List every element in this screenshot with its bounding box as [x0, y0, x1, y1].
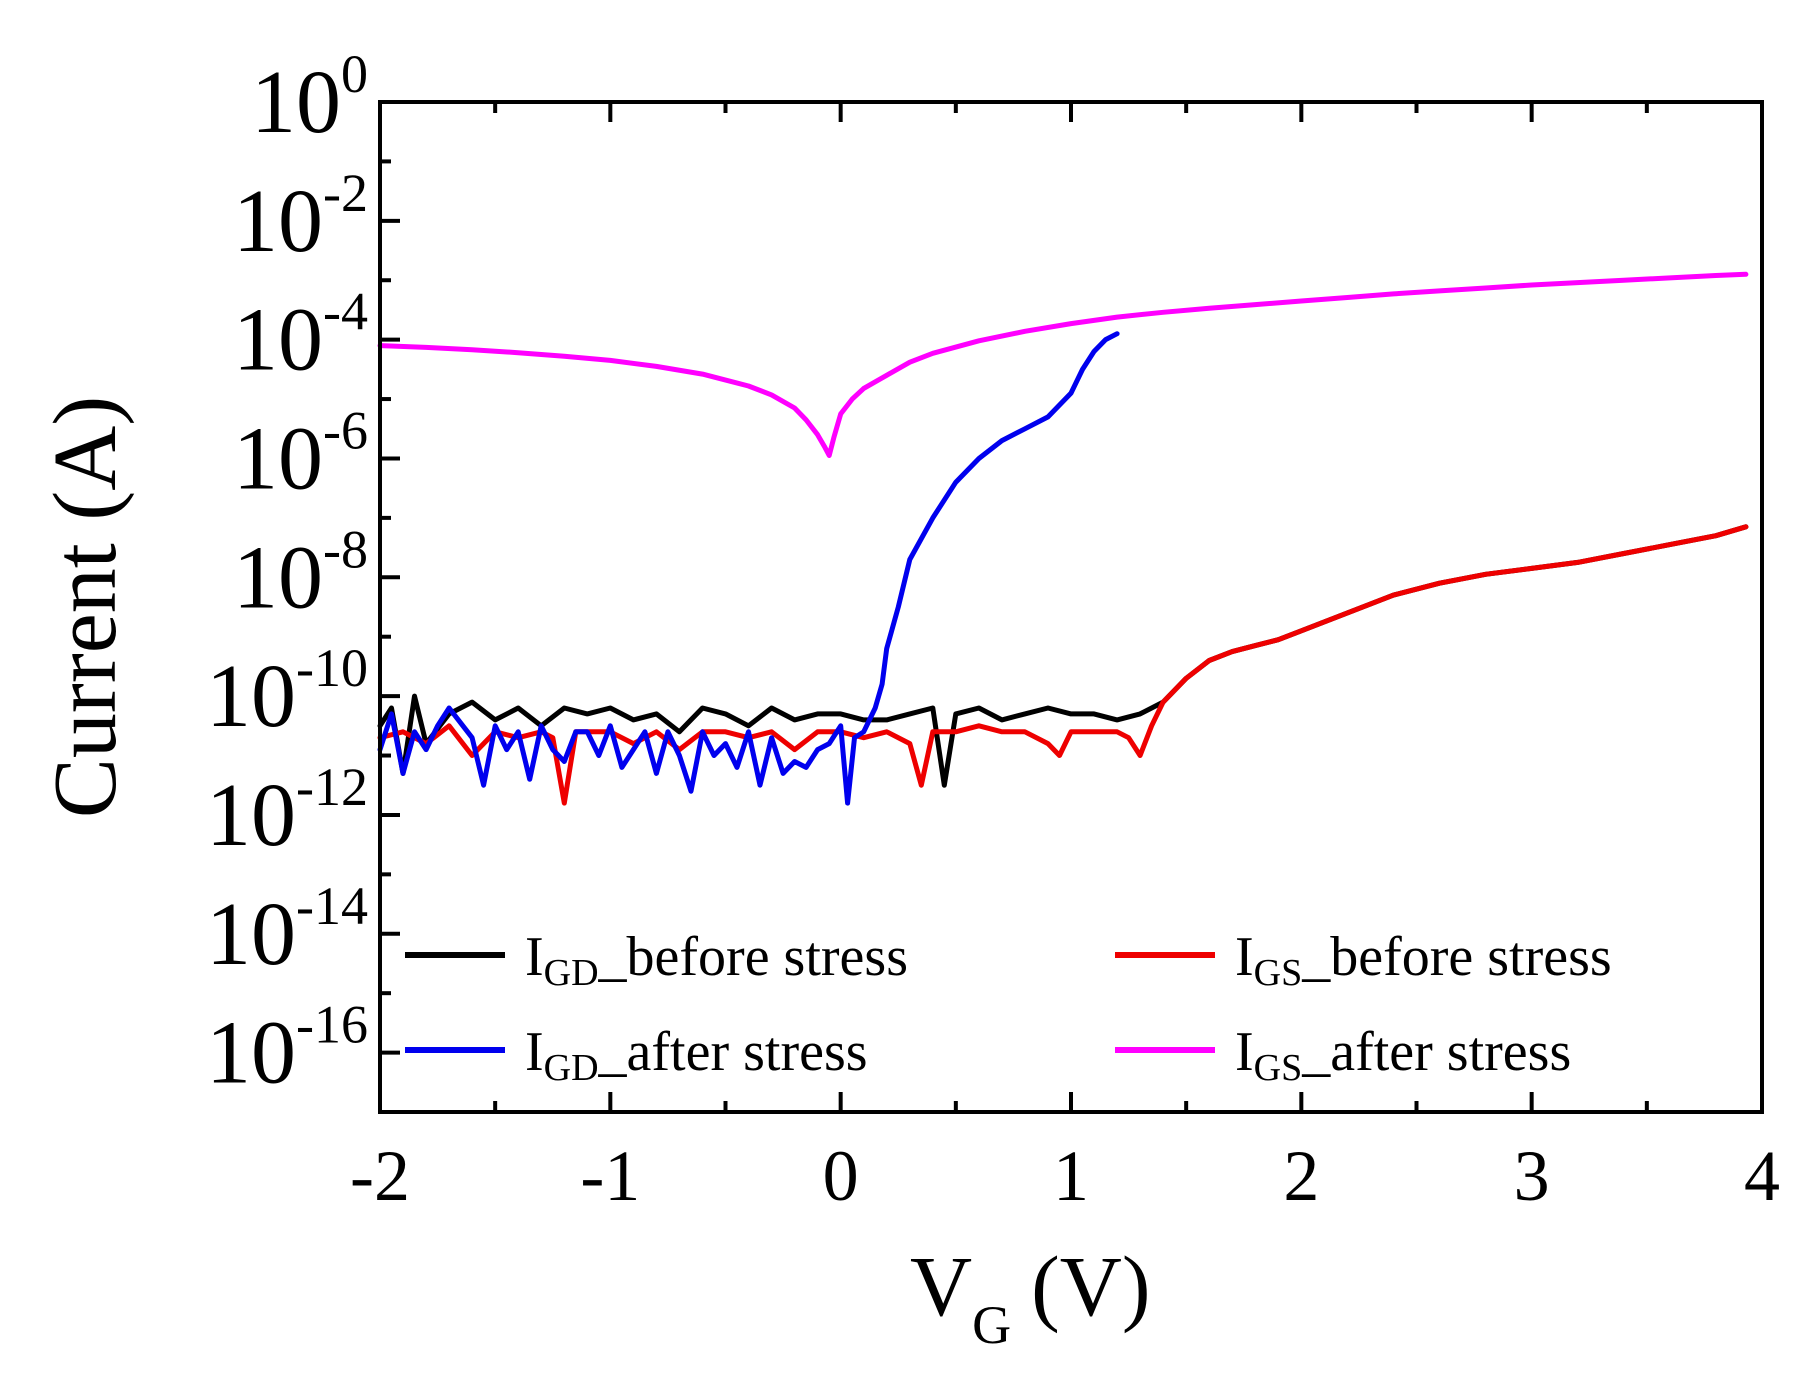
y-tick-label: 10-16	[206, 995, 368, 1103]
y-tick-label-base: 10	[251, 53, 341, 152]
y-tick-label-base: 10	[233, 291, 323, 390]
legend-label-rest: _before stress	[598, 926, 908, 988]
x-tick-label: -1	[580, 1136, 640, 1216]
y-tick-label-exponent: -2	[323, 163, 368, 223]
labels-layer: -2 -1 0 1 2 3 410010-210-410-610-810-1010-1210…	[206, 44, 1780, 1216]
y-tick-label: 10-12	[206, 757, 368, 865]
legend-label-main: I	[1235, 926, 1254, 988]
y-tick-label: 10-10	[206, 638, 368, 746]
legend-label-igd_after: IGD_after stress	[525, 1021, 868, 1089]
y-tick-label-base: 10	[233, 172, 323, 271]
y-tick-label-base: 10	[233, 409, 323, 508]
series-line-igd_after	[377, 331, 1120, 806]
legend-label-subscript: GS	[1254, 1047, 1303, 1089]
y-tick-label: 10-4	[233, 282, 368, 390]
series-line-igs_before	[377, 524, 1749, 806]
legend-label-main: I	[525, 1021, 544, 1083]
legend-label-subscript: GD	[544, 1047, 599, 1089]
y-axis-label: Current (A)	[36, 396, 135, 818]
y-tick-label-exponent: -16	[296, 995, 368, 1055]
y-tick-label-exponent: -12	[296, 757, 368, 817]
y-tick-label-exponent: -6	[323, 400, 368, 460]
x-tick-label: 2	[1283, 1136, 1319, 1216]
legend-label-subscript: GD	[544, 952, 599, 994]
y-tick-label-exponent: -14	[296, 876, 368, 936]
y-tick-label: 10-14	[206, 876, 368, 984]
x-axis-label-unit: (V)	[1031, 1238, 1150, 1334]
y-tick-label: 100	[251, 44, 368, 152]
legend-label-igd_before: IGD_before stress	[525, 926, 908, 994]
y-tick-label-exponent: -4	[323, 282, 368, 342]
series-layer	[377, 271, 1749, 806]
y-tick-label-base: 10	[206, 647, 296, 746]
y-tick-label: 10-6	[233, 400, 368, 508]
y-tick-label-exponent: -10	[296, 638, 368, 698]
x-tick-label: 4	[1744, 1136, 1780, 1216]
y-tick-label: 10-2	[233, 163, 368, 271]
y-tick-label-base: 10	[206, 766, 296, 865]
ticks-layer	[378, 100, 1764, 1114]
legend-label-rest: _after stress	[598, 1021, 868, 1083]
legend-label-rest: _before stress	[1301, 926, 1611, 988]
y-tick-label: 10-8	[233, 519, 368, 627]
x-tick-label: -2	[350, 1136, 410, 1216]
x-tick-label: 0	[823, 1136, 859, 1216]
x-axis-label-main: V	[910, 1238, 972, 1334]
y-tick-label-base: 10	[233, 528, 323, 627]
x-axis-label: VG (V)	[910, 1238, 1151, 1355]
x-axis-label-sub: G	[972, 1295, 1011, 1355]
legend-label-igs_before: IGS_before stress	[1235, 926, 1612, 994]
legend-label-subscript: GS	[1254, 952, 1303, 994]
legend-label-main: I	[1235, 1021, 1254, 1083]
x-tick-label: 1	[1053, 1136, 1089, 1216]
legend-label-igs_after: IGS_after stress	[1235, 1021, 1571, 1089]
y-tick-label-base: 10	[206, 1004, 296, 1103]
legend-label-main: I	[525, 926, 544, 988]
y-tick-label-base: 10	[206, 885, 296, 984]
y-tick-label-exponent: -8	[323, 519, 368, 579]
series-line-igs_after	[377, 271, 1749, 458]
x-tick-label: 3	[1514, 1136, 1550, 1216]
y-tick-label-exponent: 0	[341, 44, 368, 104]
legend: IGD_before stress IGS_before stressIGD_af…	[405, 926, 1612, 1089]
legend-label-rest: _after stress	[1301, 1021, 1571, 1083]
